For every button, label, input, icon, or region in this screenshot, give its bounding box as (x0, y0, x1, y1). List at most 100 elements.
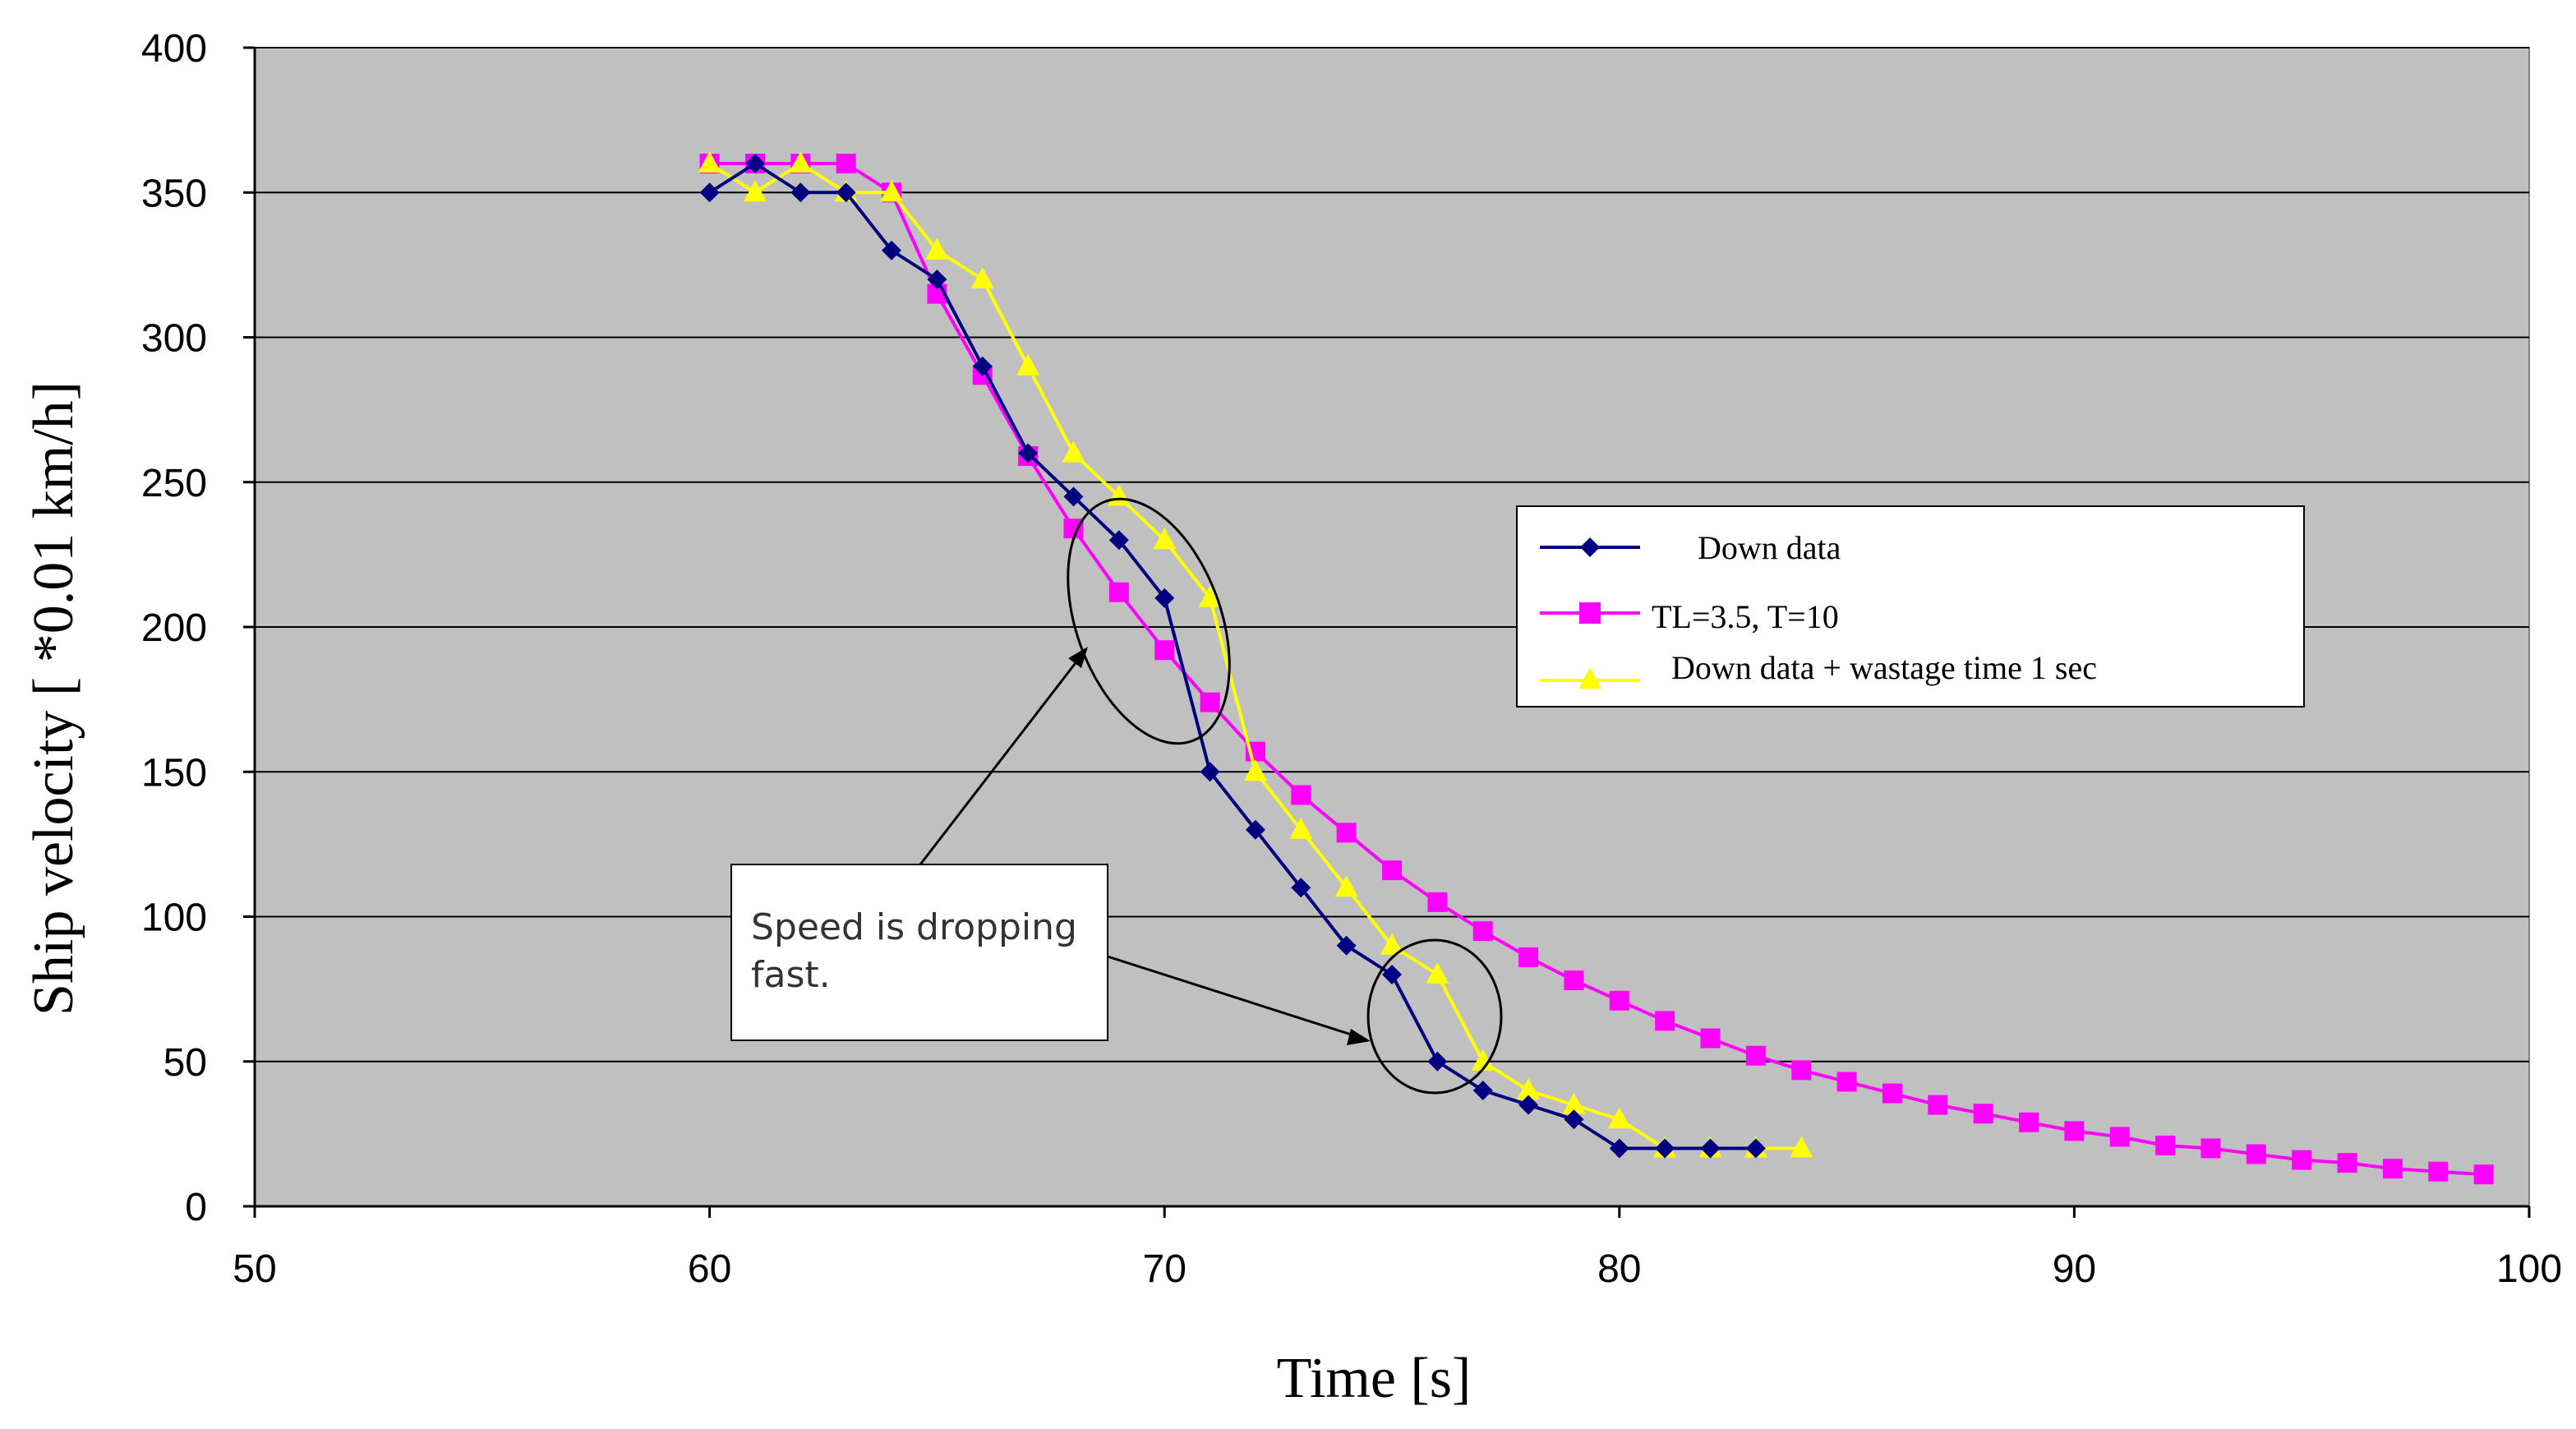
data-point-down-data-72 (1245, 819, 1265, 840)
data-point-tl-model-76 (1427, 892, 1448, 912)
data-point-tl-model-79 (1564, 970, 1584, 991)
highlight-ellipse-lower (1366, 938, 1503, 1095)
data-point-tl-model-93 (2200, 1138, 2221, 1159)
data-point-down-data-66 (972, 356, 993, 376)
data-point-down-data-63 (836, 182, 856, 203)
x-tick-label: 100 (2496, 1247, 2562, 1291)
y-tick-label: 400 (141, 27, 207, 71)
data-point-down-data-wastage-74 (1334, 875, 1358, 897)
data-point-tl-model-78 (1518, 947, 1539, 967)
y-tick-label: 100 (141, 897, 207, 940)
data-point-down-data-wastage-77 (1471, 1049, 1495, 1071)
data-point-down-data-75 (1382, 965, 1402, 984)
data-point-down-data-wastage-68 (1062, 440, 1085, 463)
arrowhead-upper (1068, 647, 1088, 668)
series-down-data (699, 154, 1766, 1159)
x-ticks: 50 60 70 80 90 100 (233, 1206, 2562, 1291)
data-point-down-data-79 (1564, 1109, 1584, 1130)
y-tick-label: 300 (141, 317, 207, 361)
data-point-down-data-70 (1154, 588, 1175, 608)
data-point-down-data-wastage-70 (1153, 528, 1177, 550)
data-point-down-data-wastage-75 (1380, 933, 1403, 955)
legend-marker-tl (1579, 602, 1601, 624)
y-tick-label: 150 (141, 751, 207, 795)
legend-marker-down-data (1580, 537, 1600, 557)
annotation-text-line-1: Speed is dropping (751, 906, 1077, 948)
data-point-down-data-71 (1200, 762, 1220, 782)
x-tick-label: 90 (2053, 1247, 2096, 1291)
data-point-tl-model-89 (2019, 1112, 2039, 1132)
y-tick-label: 50 (164, 1041, 207, 1085)
y-tick-label: 0 (185, 1186, 207, 1229)
y-tick-label: 350 (141, 172, 207, 215)
data-point-tl-model-74 (1336, 823, 1357, 843)
highlight-ellipse-upper (1067, 497, 1231, 745)
x-tick-label: 50 (233, 1247, 276, 1291)
legend-label-tl: TL=3.5, T=10 (1652, 598, 1839, 635)
data-point-tl-model-80 (1609, 990, 1629, 1011)
series-down-data-wastage (698, 151, 1813, 1158)
data-point-down-data-78 (1518, 1095, 1539, 1115)
data-point-tl-model-71 (1200, 692, 1220, 712)
data-point-tl-model-92 (2155, 1135, 2176, 1155)
data-point-tl-model-69 (1108, 582, 1129, 602)
y-tick-label: 200 (141, 606, 207, 650)
data-point-down-data-wastage-78 (1517, 1078, 1541, 1099)
data-point-tl-model-70 (1154, 640, 1175, 661)
data-point-down-data-80 (1609, 1138, 1629, 1159)
data-point-tl-model-95 (2292, 1150, 2312, 1170)
data-point-tl-model-98 (2428, 1161, 2449, 1182)
data-point-down-data-73 (1291, 878, 1311, 898)
legend-label-down-data: Down data (1698, 529, 1841, 566)
data-point-tl-model-88 (1973, 1104, 1993, 1124)
data-point-down-data-83 (1745, 1138, 1766, 1159)
data-point-tl-model-85 (1836, 1072, 1857, 1092)
data-point-tl-model-90 (2064, 1121, 2085, 1141)
data-point-tl-model-87 (1928, 1095, 1948, 1115)
data-point-down-data-wastage-79 (1562, 1092, 1586, 1114)
data-point-down-data-wastage-73 (1289, 817, 1313, 839)
data-point-tl-model-99 (2473, 1164, 2494, 1185)
y-ticks: 0 50 100 150 200 250 300 350 400 (141, 27, 255, 1229)
arrowhead-lower (1347, 1029, 1371, 1045)
data-point-down-data-wastage-76 (1426, 962, 1449, 984)
data-point-down-data-wastage-61 (743, 180, 767, 202)
annotation-arrow-lower (1107, 955, 1365, 1040)
data-point-down-data-wastage-60 (698, 151, 721, 173)
series-tl-model (699, 154, 2494, 1185)
data-point-down-data-81 (1655, 1138, 1675, 1159)
data-point-down-data-wastage-62 (789, 151, 813, 173)
x-axis-title: Time [s] (1277, 1347, 1472, 1410)
data-point-down-data-64 (882, 240, 902, 260)
data-point-down-data-wastage-66 (970, 267, 994, 288)
x-tick-label: 60 (688, 1247, 731, 1291)
data-point-down-data-62 (790, 182, 811, 203)
data-point-down-data-60 (699, 182, 720, 203)
data-point-tl-model-83 (1745, 1045, 1766, 1066)
series-layer (698, 151, 2494, 1185)
data-point-down-data-68 (1063, 486, 1084, 507)
data-point-tl-model-96 (2337, 1153, 2357, 1173)
x-tick-label: 70 (1143, 1247, 1187, 1291)
data-point-down-data-wastage-72 (1243, 759, 1267, 781)
legend: Down data TL=3.5, T=10 Down data + wasta… (1516, 505, 2305, 708)
data-point-down-data-82 (1700, 1138, 1721, 1159)
data-point-down-data-wastage-80 (1607, 1107, 1631, 1129)
data-point-down-data-wastage-84 (1790, 1136, 1813, 1158)
data-point-tl-model-97 (2382, 1159, 2403, 1179)
gridlines (255, 47, 2529, 1063)
data-point-down-data-77 (1472, 1081, 1493, 1100)
data-point-tl-model-82 (1700, 1028, 1721, 1049)
data-point-down-data-wastage-67 (1016, 353, 1040, 376)
data-point-down-data-69 (1108, 530, 1129, 551)
data-point-down-data-61 (744, 154, 765, 173)
data-point-down-data-wastage-65 (925, 237, 949, 260)
x-tick-label: 80 (1597, 1247, 1641, 1291)
data-point-tl-model-84 (1791, 1060, 1812, 1081)
y-tick-label: 250 (141, 462, 207, 505)
data-point-tl-model-73 (1291, 785, 1311, 805)
data-point-down-data-65 (927, 270, 947, 289)
data-point-tl-model-77 (1472, 921, 1493, 942)
data-point-tl-model-81 (1655, 1011, 1675, 1031)
y-axis-title: Ship velocity [ *0.01 km/h] (22, 381, 85, 1016)
